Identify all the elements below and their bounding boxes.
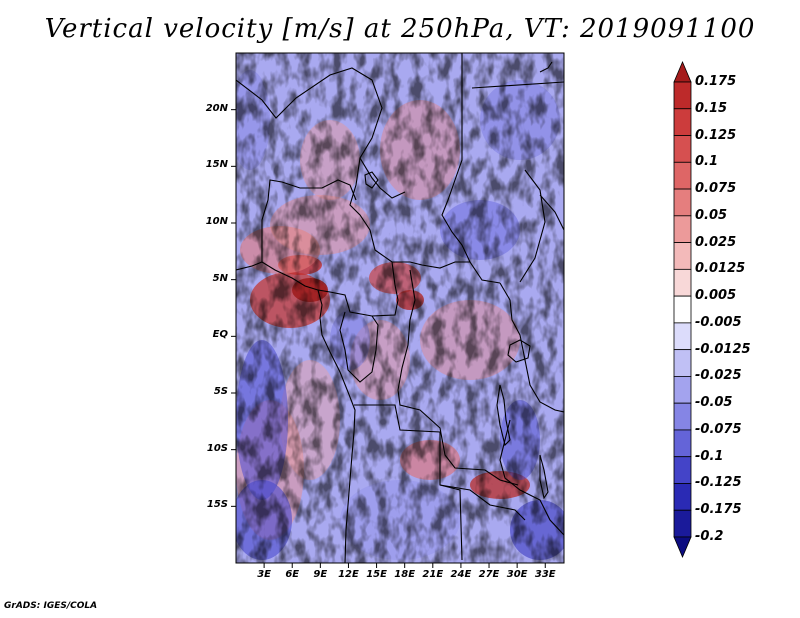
colorbar-segment bbox=[673, 215, 692, 243]
lon-tick-label: 6E bbox=[285, 569, 300, 580]
colorbar-segment bbox=[673, 509, 692, 538]
border-chad-cameroon bbox=[349, 157, 470, 269]
lat-tick-label: 5S bbox=[213, 386, 228, 397]
lat-tick-label: EQ bbox=[212, 329, 228, 341]
colorbar-segment bbox=[673, 349, 692, 377]
colorbar-label: 0.125 bbox=[695, 127, 737, 143]
lake-malawi bbox=[539, 454, 549, 500]
colorbar-segment bbox=[673, 322, 692, 351]
colorbar-label: 0.1 bbox=[695, 154, 719, 170]
colorbar-label: 0.075 bbox=[695, 181, 737, 197]
lat-tick-label: 10S bbox=[206, 442, 228, 454]
red-sea-coast bbox=[539, 61, 553, 73]
lat-tick-label: 15N bbox=[205, 159, 228, 171]
border-chad-sudan bbox=[441, 53, 501, 284]
colorbar-label: -0.025 bbox=[695, 368, 742, 384]
colorbar-segment bbox=[673, 108, 692, 136]
lon-tick-label: 3E bbox=[257, 569, 271, 580]
colorbar-segment bbox=[673, 295, 692, 324]
border-congo bbox=[339, 311, 379, 383]
lake-tanganyika bbox=[496, 384, 511, 447]
lat-tick-label: 15S bbox=[206, 499, 228, 511]
border-drc-east bbox=[397, 269, 519, 486]
lake-victoria bbox=[507, 339, 531, 363]
colorbar-segment bbox=[673, 60, 692, 83]
colorbar-label: -0.175 bbox=[695, 502, 742, 518]
lat-tick-label: 10N bbox=[205, 216, 228, 227]
colorbar-label: -0.0125 bbox=[695, 341, 751, 357]
colorbar-segment bbox=[673, 536, 692, 559]
colorbar-segment bbox=[673, 81, 692, 110]
colorbar-label: 0.15 bbox=[695, 100, 728, 116]
lon-tick-label: 18E bbox=[394, 569, 416, 580]
colorbar-segment bbox=[673, 161, 692, 190]
lon-tick-label: 24E bbox=[450, 569, 472, 580]
colorbar-label: 0.005 bbox=[695, 288, 737, 304]
colorbar-label: -0.125 bbox=[695, 475, 742, 491]
border-sahara-north bbox=[236, 67, 406, 199]
country-borders bbox=[236, 53, 564, 563]
coastline-west-africa bbox=[236, 261, 356, 563]
lat-tick-label: 20N bbox=[205, 102, 228, 114]
colorbar-segment bbox=[673, 376, 692, 404]
colorbar-label: 0.025 bbox=[695, 234, 737, 250]
colorbar-label: 0.05 bbox=[695, 207, 728, 223]
border-nigeria bbox=[261, 179, 357, 262]
border-east-africa bbox=[499, 282, 564, 413]
border-angola bbox=[354, 404, 463, 561]
lon-tick-label: 15E bbox=[366, 569, 387, 580]
colorbar-segment bbox=[673, 135, 692, 163]
colorbar-segment bbox=[673, 242, 692, 270]
colorbar bbox=[673, 60, 692, 559]
lon-tick-label: 12E bbox=[338, 569, 359, 580]
map-frame bbox=[235, 52, 565, 564]
lon-tick-label: 21E bbox=[422, 569, 444, 580]
lon-tick-label: 27E bbox=[478, 569, 500, 580]
lon-tick-label: 30E bbox=[506, 569, 528, 580]
grads-credit: GrADS: IGES/COLA bbox=[4, 601, 98, 611]
lon-tick-label: 33E bbox=[534, 569, 556, 580]
colorbar-segment bbox=[673, 402, 692, 431]
colorbar-segment bbox=[673, 456, 692, 484]
colorbar-label: -0.05 bbox=[695, 395, 733, 411]
border-zambia-south bbox=[439, 484, 526, 521]
lake-chad bbox=[364, 171, 379, 189]
colorbar-label: -0.1 bbox=[695, 448, 724, 464]
colorbar-segment bbox=[673, 268, 692, 297]
colorbar-label: 0.0125 bbox=[695, 261, 746, 277]
plot-title: Vertical velocity [m/s] at 250hPa, VT: 2… bbox=[44, 14, 756, 44]
colorbar-label: -0.075 bbox=[695, 421, 742, 437]
colorbar-label: -0.005 bbox=[695, 314, 742, 330]
colorbar-segment bbox=[673, 188, 692, 217]
vertical-velocity-field bbox=[236, 53, 564, 563]
lat-tick-label: 5N bbox=[212, 272, 228, 284]
colorbar-label: -0.2 bbox=[695, 529, 724, 544]
colorbar-label: 0.175 bbox=[695, 74, 737, 89]
colorbar-segment bbox=[673, 429, 692, 458]
colorbar-segment bbox=[673, 483, 692, 511]
lon-tick-label: 9E bbox=[313, 569, 328, 580]
border-sudan-east bbox=[471, 81, 564, 283]
